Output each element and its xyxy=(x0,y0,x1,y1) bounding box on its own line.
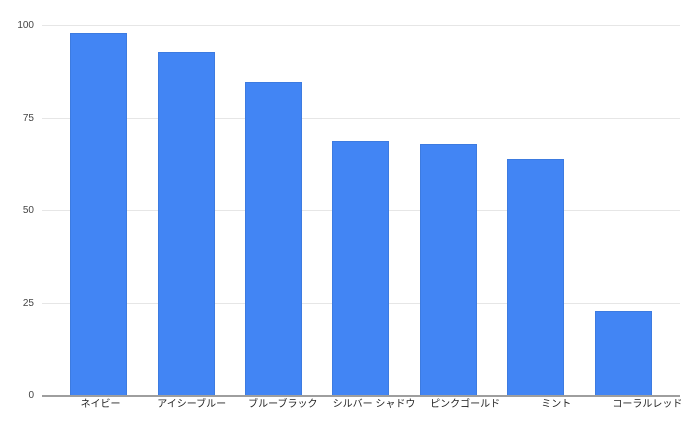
bar-ピンクゴールド[interactable] xyxy=(419,144,477,396)
y-axis: 0 25 50 75 100 xyxy=(0,21,36,401)
bar-シルバー シャドウ[interactable] xyxy=(332,140,390,396)
bar-コーラルレッド[interactable] xyxy=(594,310,652,396)
bars-layer xyxy=(42,26,680,396)
y-axis-tick-label: 100 xyxy=(17,20,34,31)
y-axis-tick-label: 50 xyxy=(22,205,34,216)
y-axis-tick-label: 0 xyxy=(28,390,34,401)
gridline xyxy=(42,25,680,26)
x-axis-category-label: ピンクゴールド xyxy=(430,399,501,410)
x-axis-category-label: シルバー シャドウ xyxy=(332,399,416,410)
bar-アイシーブルー[interactable] xyxy=(157,51,215,396)
plot-area xyxy=(42,25,680,397)
x-axis-category-label: ネイビー xyxy=(80,399,121,410)
x-axis-category-label: アイシーブルー xyxy=(157,399,227,410)
x-axis: ネイビー アイシーブルー ブルーブラック シルバー シャドウ ピンクゴールド ミント コーラ… xyxy=(42,399,700,411)
bar-ブルーブラック[interactable] xyxy=(245,81,303,396)
x-axis-baseline xyxy=(42,395,680,397)
x-axis-category-label: ブルーブラック xyxy=(248,399,318,410)
y-axis-tick-label: 25 xyxy=(22,297,34,309)
bar-ミント[interactable] xyxy=(507,159,565,396)
x-axis-category-label: コーラルレッド xyxy=(612,399,683,410)
bar-ネイビー[interactable] xyxy=(70,33,128,396)
x-axis-category-label: ミント xyxy=(541,399,572,410)
y-axis-tick-label: 75 xyxy=(22,112,34,124)
gridline xyxy=(42,117,680,119)
